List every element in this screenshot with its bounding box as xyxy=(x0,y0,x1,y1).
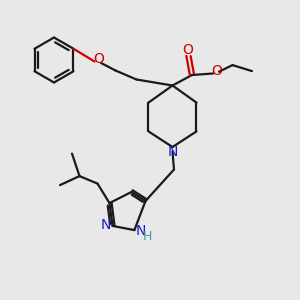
Text: O: O xyxy=(211,64,222,78)
Text: N: N xyxy=(135,224,146,238)
Text: O: O xyxy=(93,52,104,66)
Text: H: H xyxy=(142,230,152,243)
Text: N: N xyxy=(167,146,178,159)
Text: O: O xyxy=(182,43,193,57)
Text: N: N xyxy=(101,218,111,232)
